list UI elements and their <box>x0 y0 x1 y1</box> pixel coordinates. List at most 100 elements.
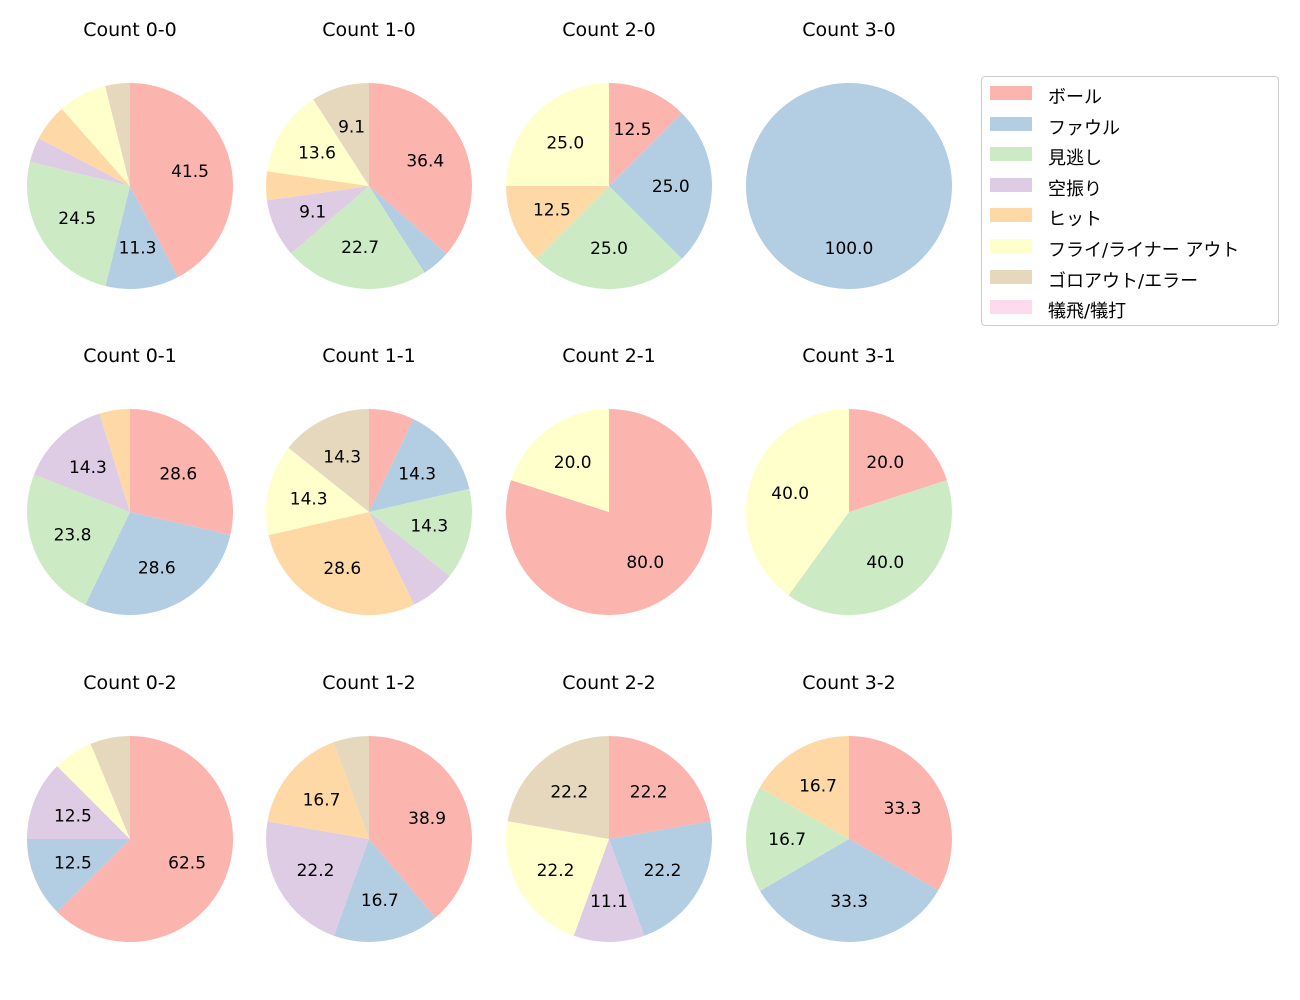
chart-title: Count 1-2 <box>322 672 416 694</box>
legend-label: 空振り <box>1048 178 1102 200</box>
slice-label: 28.6 <box>138 559 176 579</box>
pie-slice <box>369 488 473 577</box>
pie-slice <box>760 839 939 942</box>
pie-slice <box>267 186 369 254</box>
legend-item: ゴロアウト/エラー <box>990 265 1275 292</box>
pie-slice <box>99 409 130 512</box>
slice-label: 16.7 <box>361 891 399 911</box>
pie-slice <box>29 138 131 186</box>
pie-slice <box>105 186 178 289</box>
legend-item: ファウル <box>990 112 1275 139</box>
pie-slice <box>759 736 849 839</box>
pie-slice <box>267 99 369 186</box>
legend-swatch <box>990 269 1032 284</box>
pie-slice <box>507 736 609 839</box>
pie-slice <box>38 108 131 186</box>
slice-label: 40.0 <box>866 553 904 573</box>
pie-4: 100.0 <box>746 83 952 289</box>
pie-slice <box>746 409 849 596</box>
pie-slice <box>27 839 130 912</box>
slice-label: 12.5 <box>54 806 92 826</box>
pie-slice <box>788 480 953 616</box>
pie-slice <box>130 409 234 535</box>
legend-item: 犠飛/犠打 <box>990 295 1275 322</box>
legend-item: フライ/ライナー アウト <box>990 234 1275 261</box>
pie-slice <box>369 186 447 273</box>
slice-label: 14.3 <box>323 447 361 467</box>
chart-title: Count 0-0 <box>83 19 177 41</box>
chart-title: Count 3-1 <box>802 345 896 367</box>
pie-11: 22.2 22.2 11.1 22.2 22.2 <box>505 736 713 943</box>
pie-slice <box>369 736 472 918</box>
legend-swatch <box>990 177 1032 192</box>
pie-slice <box>61 86 130 186</box>
pie-slice <box>313 83 369 186</box>
pie-slice <box>506 186 609 259</box>
chart-title: Count 2-0 <box>562 19 656 41</box>
pie-slice <box>333 839 436 942</box>
pie-12: 33.3 33.3 16.7 16.7 <box>746 736 952 942</box>
pie-slice <box>369 409 414 512</box>
legend-swatch <box>990 147 1032 162</box>
pie-slice <box>288 409 369 512</box>
pie-10: 38.9 16.7 22.2 16.7 <box>265 736 472 942</box>
legend-item: 空振り <box>990 173 1275 200</box>
legend-label: 犠飛/犠打 <box>1048 301 1127 323</box>
pie-slice <box>27 766 130 839</box>
slice-label: 11.3 <box>119 238 157 258</box>
pie-slice <box>505 409 712 615</box>
legend-swatch <box>990 300 1032 315</box>
pie-2: 36.422.79.113.69.1 <box>265 83 473 290</box>
slice-label: 25.0 <box>546 133 584 153</box>
pie-slice <box>265 171 369 201</box>
legend-swatch <box>990 86 1032 100</box>
pie-slice <box>609 821 713 936</box>
pie-slice <box>267 742 369 839</box>
chart-title: Count 3-0 <box>802 19 896 41</box>
pie-slice <box>506 83 609 186</box>
pie-slice <box>609 736 711 839</box>
pie-1: 41.5 11.3 24.5 <box>27 83 234 289</box>
legend-label: 見逃し <box>1048 148 1102 170</box>
slice-label: 20.0 <box>866 453 904 473</box>
pie-3: 12.5 25.0 25.0 12.5 25.0 <box>506 83 712 289</box>
slice-label: 22.2 <box>550 783 588 803</box>
slice-label: 40.0 <box>771 484 809 504</box>
slice-label: 28.6 <box>159 465 197 485</box>
slice-label: 9.1 <box>338 118 365 138</box>
legend-swatch <box>990 208 1032 223</box>
pie-slice <box>505 821 609 936</box>
pie-slice <box>609 113 712 259</box>
pie-slice <box>57 743 130 839</box>
slice-label: 16.7 <box>768 830 806 850</box>
chart-title: Count 2-1 <box>562 345 656 367</box>
slice-label: 16.7 <box>303 790 341 810</box>
chart-title: Count 1-0 <box>322 19 416 41</box>
slice-label: 12.5 <box>54 854 92 874</box>
legend-item: ヒット <box>990 203 1275 230</box>
pie-slice <box>511 409 609 512</box>
slice-label: 23.8 <box>54 526 92 546</box>
slice-label: 24.5 <box>58 209 96 229</box>
pie-slice <box>369 419 470 512</box>
pie-slice <box>369 83 473 254</box>
pie-6: 14.3 14.3 28.6 14.3 14.3 <box>265 409 473 616</box>
slice-label: 80.0 <box>626 553 664 573</box>
legend-item: 見逃し <box>990 142 1275 169</box>
chart-title: Count 1-1 <box>322 345 416 367</box>
slice-label: 33.3 <box>884 799 922 819</box>
slice-label: 22.2 <box>630 783 668 803</box>
chart-title: Count 2-2 <box>562 672 656 694</box>
slice-label: 14.3 <box>69 458 107 478</box>
pie-slice <box>27 161 131 287</box>
pie-8: 20.0 40.0 40.0 <box>746 409 953 616</box>
slice-label: 41.5 <box>171 162 209 182</box>
slice-label: 9.1 <box>299 203 326 223</box>
pie-slice <box>609 83 682 186</box>
slice-label: 22.2 <box>537 861 575 881</box>
pie-slice <box>105 83 130 186</box>
pie-slice <box>85 512 231 616</box>
slice-label: 16.7 <box>799 777 837 797</box>
chart-title: Count 3-2 <box>802 672 896 694</box>
slice-label: 28.6 <box>323 559 361 579</box>
